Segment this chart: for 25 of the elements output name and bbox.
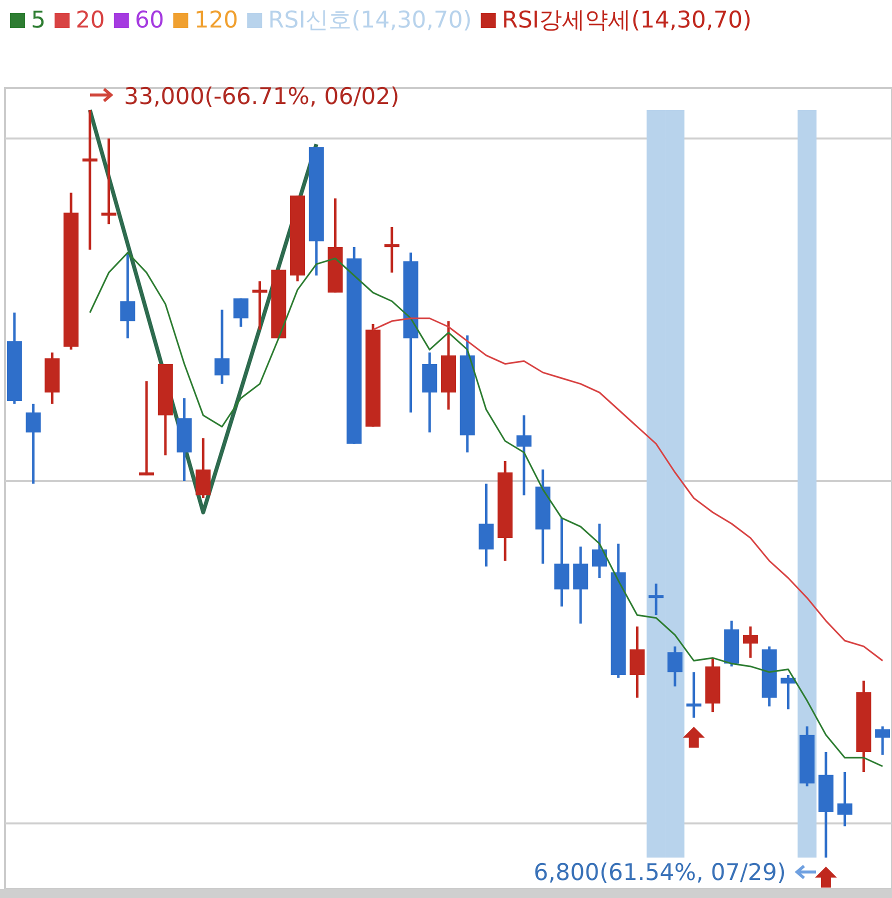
legend-label: RSI강세약세(14,30,70) <box>502 7 752 34</box>
candlestick <box>648 582 664 616</box>
candlestick <box>26 402 41 486</box>
candlestick <box>120 251 136 340</box>
annotation: 33,000(-66.71%, 06/02) <box>124 84 400 110</box>
candlestick <box>82 108 98 252</box>
candlestick <box>384 226 400 274</box>
candlestick <box>686 670 702 720</box>
candlestick <box>214 308 230 386</box>
legend-label: 5 <box>31 7 46 34</box>
candlestick <box>252 280 268 331</box>
candlestick <box>101 137 116 226</box>
candlestick <box>516 414 532 496</box>
candlestick <box>233 297 248 328</box>
candlestick <box>139 380 154 476</box>
candlestick <box>837 770 852 828</box>
candlestick <box>875 725 890 756</box>
legend-label: 120 <box>194 7 238 34</box>
legend-label: 60 <box>134 7 164 34</box>
candlestick <box>742 625 758 660</box>
candlestick <box>667 645 682 688</box>
annotation: 6,800(61.54%, 07/29) <box>534 860 786 886</box>
candlestick <box>592 522 607 580</box>
legend-label: 20 <box>76 7 105 34</box>
legend-label: RSI신호(14,30,70) <box>268 7 472 34</box>
